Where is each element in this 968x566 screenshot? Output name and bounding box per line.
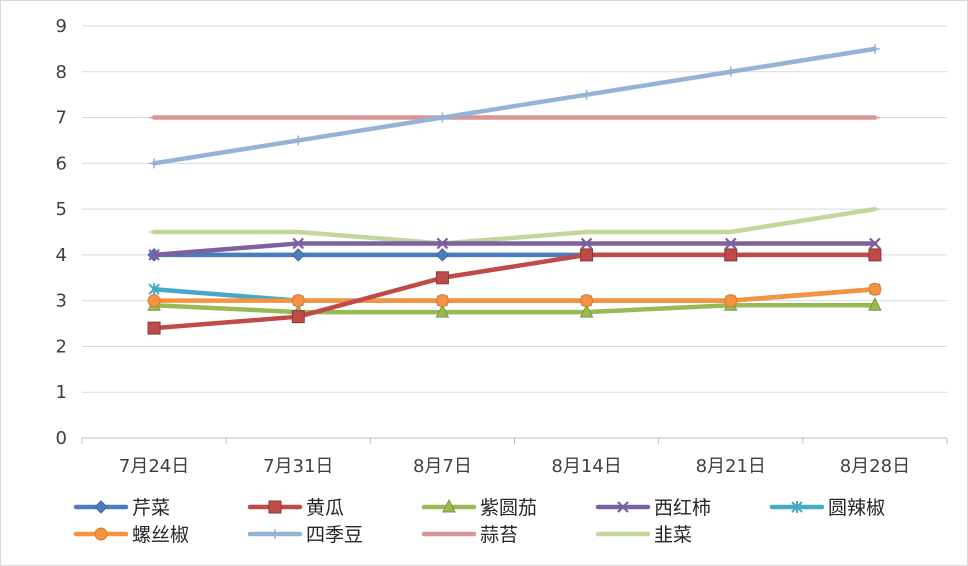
data-point (724, 248, 738, 262)
legend-marker (270, 529, 280, 539)
data-point (579, 303, 594, 318)
x-tick-label: 8月28日 (840, 456, 910, 477)
series-line (151, 286, 878, 303)
data-point (580, 294, 594, 308)
legend-marker (94, 527, 108, 541)
data-point (724, 294, 738, 308)
data-point (724, 237, 737, 250)
data-point (869, 43, 880, 54)
legend-marker (94, 500, 108, 514)
y-tick-label: 3 (56, 291, 67, 312)
legend-marker (442, 498, 456, 513)
series-line (151, 46, 878, 166)
x-tick-label: 8月7日 (413, 456, 472, 477)
data-point (725, 66, 736, 77)
legend-marker (268, 500, 282, 514)
y-tick-label: 8 (56, 62, 67, 83)
data-point (580, 248, 594, 262)
legend-label: 黄瓜 (306, 497, 344, 519)
data-point (580, 237, 593, 250)
data-point (868, 282, 882, 296)
series-line (151, 241, 878, 258)
y-tick-label: 9 (56, 16, 67, 37)
data-point (436, 237, 449, 250)
legend-label: 蒜苔 (480, 524, 518, 546)
series-line (151, 302, 878, 315)
series-line (151, 252, 878, 331)
y-tick-label: 2 (56, 336, 67, 357)
x-tick-label: 8月21日 (696, 456, 766, 477)
data-point (435, 303, 450, 318)
data-point (868, 297, 882, 311)
data-point (149, 158, 160, 169)
data-point (291, 294, 305, 308)
data-point (437, 112, 448, 123)
legend-label: 紫圆茄 (480, 497, 537, 519)
data-point (147, 321, 161, 335)
legend-marker (791, 501, 803, 513)
data-point (868, 248, 882, 262)
legend-label: 韭菜 (654, 524, 692, 546)
data-point (291, 248, 305, 262)
legend-marker (617, 501, 629, 513)
data-point (869, 237, 881, 250)
data-point (435, 271, 449, 285)
data-point (293, 135, 304, 146)
data-point (147, 294, 161, 308)
data-point (435, 248, 450, 262)
x-tick-label: 8月14日 (551, 456, 621, 477)
y-tick-label: 4 (56, 245, 67, 266)
legend-label: 西红柿 (654, 497, 711, 519)
data-point (148, 249, 160, 261)
data-point (435, 294, 449, 308)
legend-label: 芹菜 (132, 497, 170, 519)
y-tick-label: 0 (56, 428, 67, 449)
legend-label: 四季豆 (306, 524, 363, 546)
y-tick-label: 6 (56, 153, 67, 174)
legend-label: 螺丝椒 (132, 524, 189, 546)
data-point (148, 283, 160, 296)
series-line (151, 206, 878, 246)
data-point (581, 89, 592, 100)
data-point (292, 237, 305, 250)
y-tick-label: 7 (56, 108, 67, 129)
legend-label: 圆辣椒 (828, 497, 885, 519)
data-point (291, 310, 305, 324)
x-tick-label: 7月31日 (263, 456, 333, 477)
y-tick-label: 1 (56, 382, 67, 403)
x-tick-label: 7月24日 (119, 456, 189, 477)
y-tick-label: 5 (56, 199, 67, 220)
